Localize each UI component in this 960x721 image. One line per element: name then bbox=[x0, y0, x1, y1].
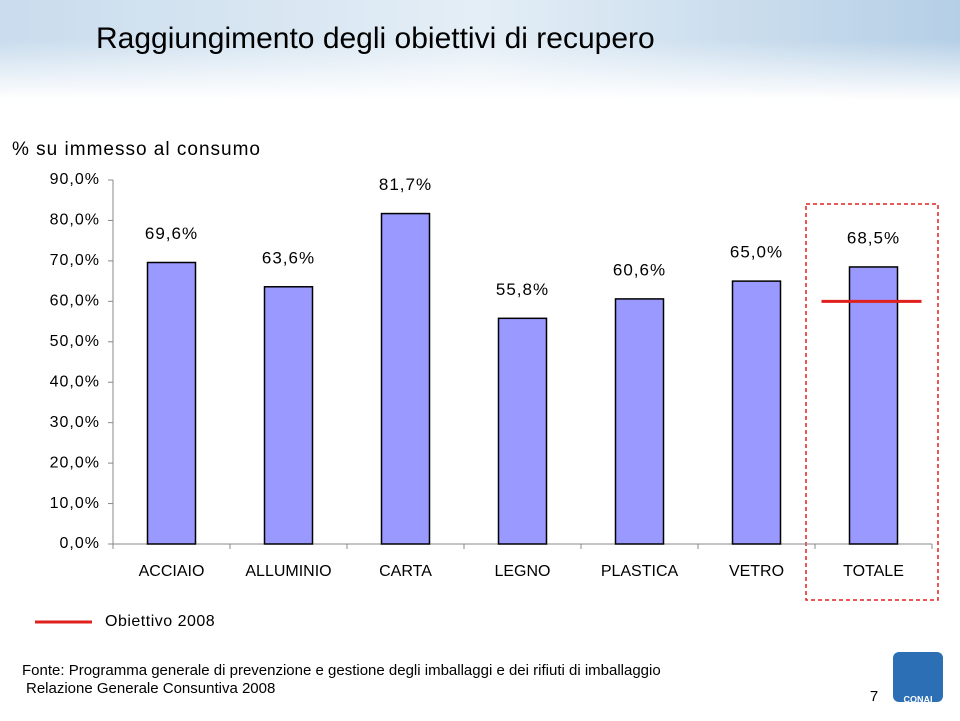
y-tick-label: 60,0% bbox=[50, 293, 100, 310]
y-tick-label: 20,0% bbox=[50, 454, 100, 471]
x-tick-label: ALLUMINIO bbox=[245, 563, 331, 580]
x-tick-label: ACCIAIO bbox=[139, 563, 205, 580]
bar bbox=[731, 280, 782, 545]
y-tick-label: 0,0% bbox=[60, 535, 100, 552]
chart-title: Raggiungimento degli obiettivi di recupe… bbox=[96, 22, 655, 55]
logo-mark bbox=[893, 652, 943, 702]
value-label: 81,7% bbox=[379, 175, 432, 194]
value-label: 55,8% bbox=[496, 280, 549, 299]
x-tick-label: LEGNO bbox=[494, 563, 550, 580]
value-label: 65,0% bbox=[730, 243, 783, 262]
y-tick-label: 50,0% bbox=[50, 333, 100, 350]
highlight-box bbox=[805, 203, 939, 601]
y-axis-label: % su immesso al consumo bbox=[12, 139, 261, 160]
bar bbox=[614, 298, 665, 545]
y-tick-label: 10,0% bbox=[50, 495, 100, 512]
y-tick-label: 30,0% bbox=[50, 414, 100, 431]
logo-text: CONAI bbox=[904, 694, 933, 704]
bar bbox=[263, 286, 314, 545]
value-label: 68,5% bbox=[847, 228, 900, 247]
y-tick-label: 90,0% bbox=[50, 171, 100, 188]
y-tick-label: 70,0% bbox=[50, 252, 100, 269]
source-text: Fonte: Programma generale di prevenzione… bbox=[22, 662, 661, 679]
y-tick-label: 40,0% bbox=[50, 373, 100, 390]
x-tick-label: CARTA bbox=[379, 563, 432, 580]
report-text: Relazione Generale Consuntiva 2008 bbox=[26, 680, 275, 697]
bar bbox=[146, 261, 197, 545]
header-fade bbox=[0, 40, 960, 100]
x-tick-label: PLASTICA bbox=[601, 563, 679, 580]
bar bbox=[497, 317, 548, 545]
bar bbox=[380, 212, 431, 545]
value-label: 69,6% bbox=[145, 224, 198, 243]
y-tick-label: 80,0% bbox=[50, 212, 100, 229]
value-label: 63,6% bbox=[262, 248, 315, 267]
page-number: 7 bbox=[870, 688, 878, 705]
value-label: 60,6% bbox=[613, 260, 666, 279]
legend-label: Obiettivo 2008 bbox=[105, 613, 215, 630]
bar bbox=[848, 266, 899, 545]
x-tick-label: VETRO bbox=[729, 563, 784, 580]
x-tick-label: TOTALE bbox=[843, 563, 904, 580]
